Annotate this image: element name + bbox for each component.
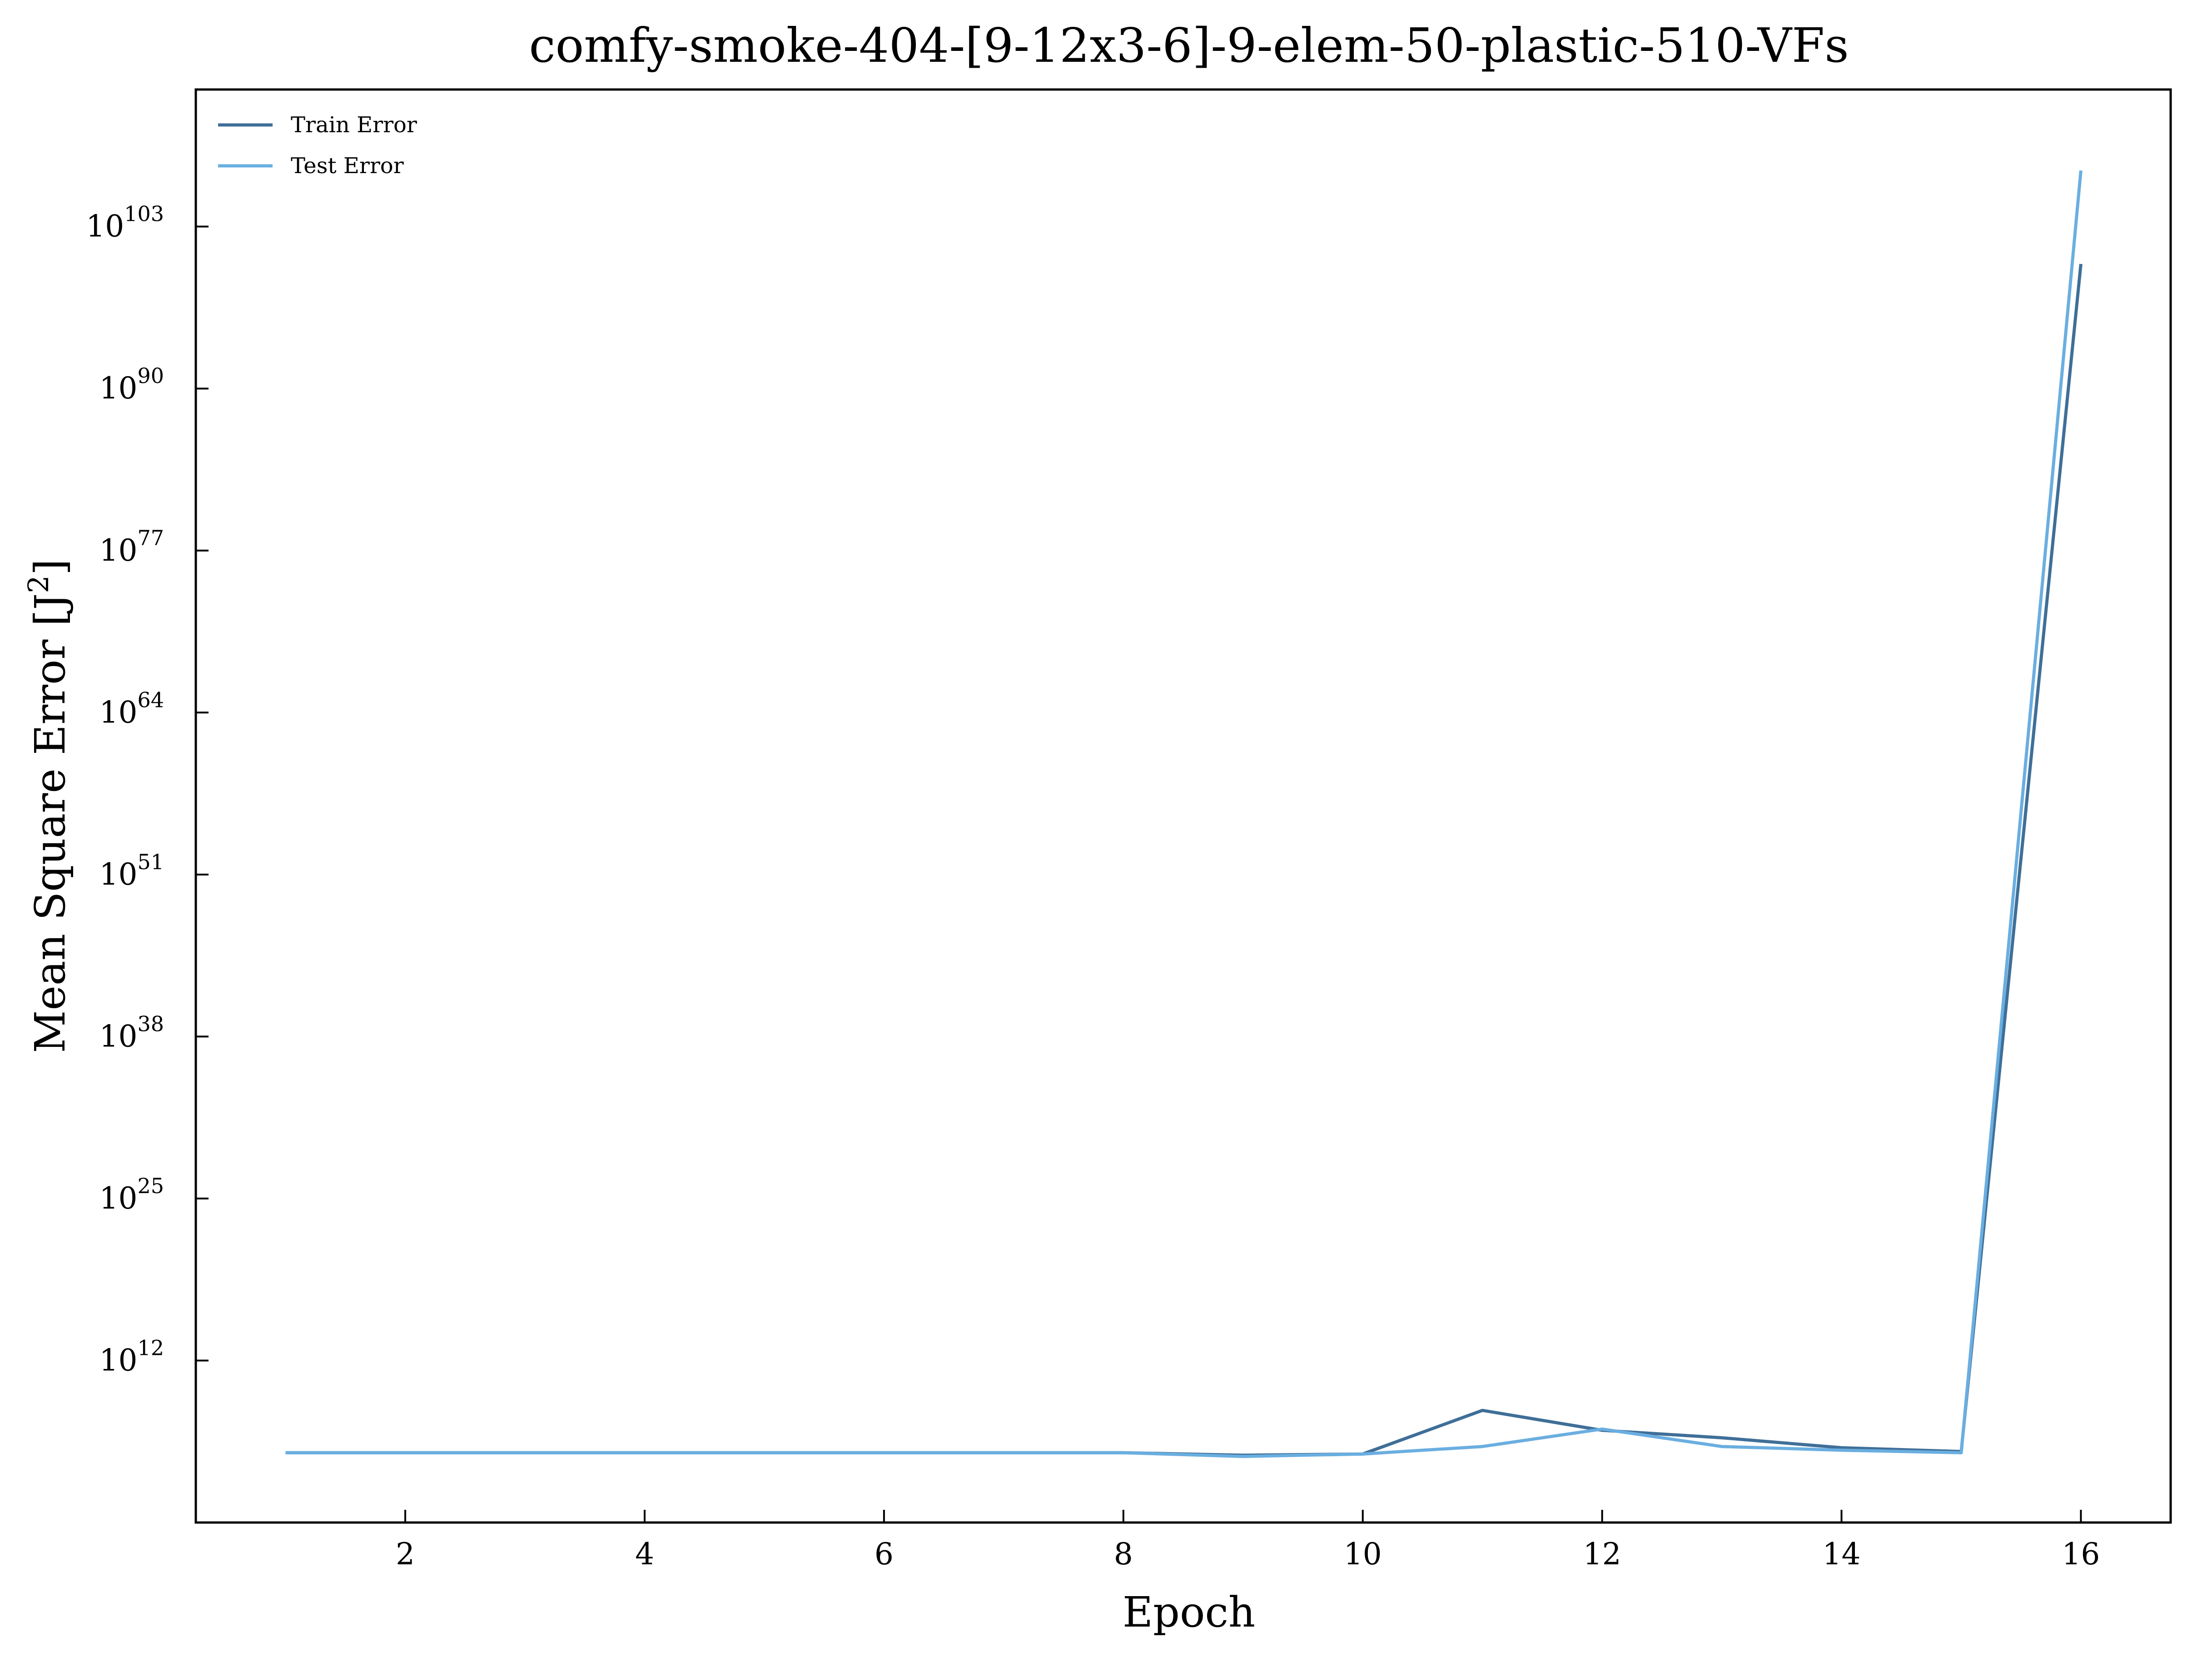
x-tick-label: 2 — [396, 1537, 415, 1572]
y-tick-label: 1051 — [99, 850, 164, 892]
y-tick-label: 1012 — [99, 1335, 164, 1378]
series-line-train-error — [285, 264, 2083, 1457]
x-tick-label: 8 — [1114, 1537, 1133, 1572]
legend-label: Train Error — [291, 112, 417, 138]
y-tick-label: 1038 — [99, 1011, 164, 1054]
y-axis-label-close: ] — [26, 559, 75, 575]
y-tick-label: 1077 — [99, 526, 164, 568]
y-tick-label: 1064 — [99, 687, 164, 730]
plot-area-frame — [194, 88, 2172, 1524]
series-line-test-error — [285, 170, 2083, 1458]
chart-title: comfy-smoke-404-[9-12x3-6]-9-elem-50-pla… — [529, 18, 1849, 73]
y-axis-ticks: 1012 1025 1038 1051 1064 1077 1090 10103 — [86, 202, 209, 1378]
y-axis-label-superscript: 2 — [22, 575, 55, 593]
series-lines — [285, 170, 2083, 1458]
x-tick-label: 10 — [1344, 1537, 1382, 1572]
x-tick-label: 16 — [2062, 1537, 2100, 1572]
y-tick-label: 1090 — [99, 363, 164, 406]
y-axis-label: Mean Square Error [J2] — [22, 559, 75, 1053]
legend-label: Test Error — [291, 153, 404, 179]
y-axis-label-main: Mean Square Error [J — [26, 593, 75, 1053]
x-tick-label: 6 — [875, 1537, 894, 1572]
x-axis-label: Epoch — [1123, 1588, 1255, 1637]
x-tick-label: 14 — [1823, 1537, 1861, 1572]
x-tick-label: 4 — [635, 1537, 654, 1572]
x-axis-ticks: 2 4 6 8 10 12 14 16 — [396, 1510, 2100, 1572]
legend: Train Error Test Error — [218, 112, 417, 179]
y-tick-label: 1025 — [99, 1174, 164, 1216]
y-tick-label: 10103 — [86, 202, 164, 244]
x-tick-label: 12 — [1583, 1537, 1621, 1572]
